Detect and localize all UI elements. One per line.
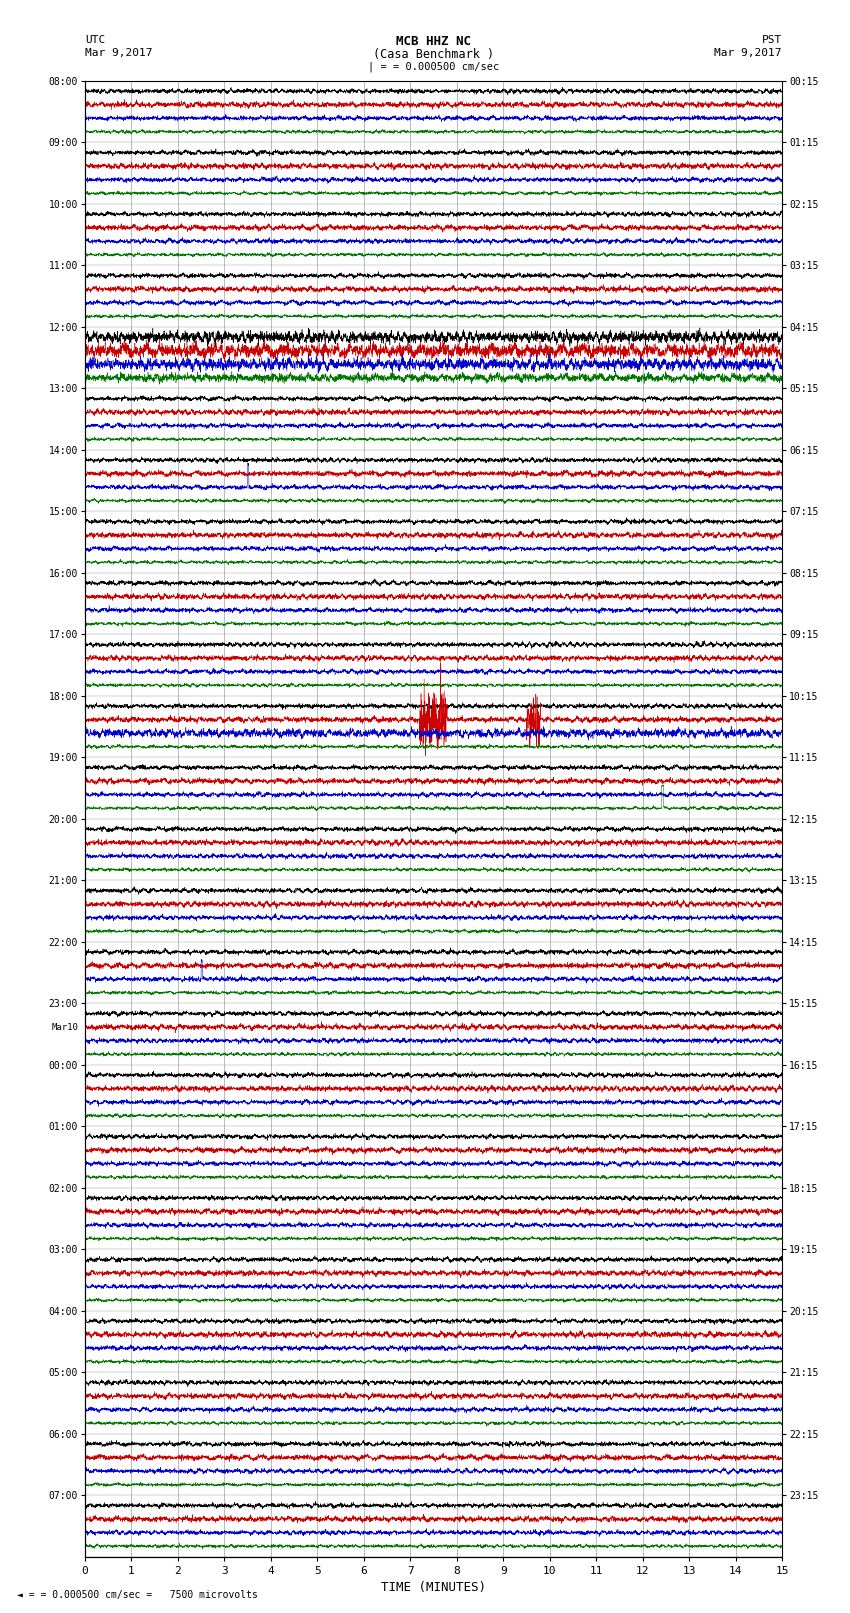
Text: MCB HHZ NC: MCB HHZ NC [396,35,471,48]
Text: Mar 9,2017: Mar 9,2017 [715,48,782,58]
X-axis label: TIME (MINUTES): TIME (MINUTES) [381,1581,486,1594]
Text: ◄ = = 0.000500 cm/sec =   7500 microvolts: ◄ = = 0.000500 cm/sec = 7500 microvolts [17,1590,258,1600]
Text: | = = 0.000500 cm/sec: | = = 0.000500 cm/sec [368,61,499,73]
Text: (Casa Benchmark ): (Casa Benchmark ) [373,48,494,61]
Text: Mar10: Mar10 [51,1023,78,1032]
Text: PST: PST [762,35,782,45]
Text: UTC: UTC [85,35,105,45]
Text: Mar 9,2017: Mar 9,2017 [85,48,152,58]
